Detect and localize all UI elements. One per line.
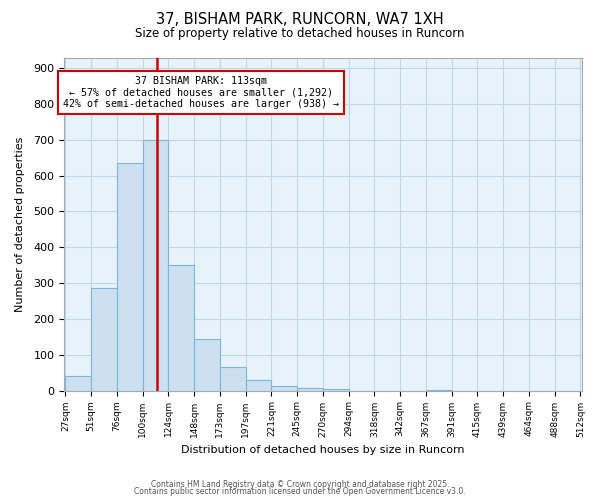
Bar [169,265,194,390]
Bar [117,163,143,390]
Bar [143,140,169,390]
Text: 37 BISHAM PARK: 113sqm
← 57% of detached houses are smaller (1,292)
42% of semi-: 37 BISHAM PARK: 113sqm ← 57% of detached… [64,76,340,109]
Text: 37, BISHAM PARK, RUNCORN, WA7 1XH: 37, BISHAM PARK, RUNCORN, WA7 1XH [156,12,444,28]
Bar [194,338,220,390]
Bar [91,288,117,390]
X-axis label: Distribution of detached houses by size in Runcorn: Distribution of detached houses by size … [181,445,464,455]
Bar [220,368,245,390]
Bar [323,389,349,390]
Y-axis label: Number of detached properties: Number of detached properties [15,136,25,312]
Bar [65,376,91,390]
Bar [271,386,297,390]
Bar [297,388,323,390]
Bar [245,380,271,390]
Text: Contains HM Land Registry data © Crown copyright and database right 2025.: Contains HM Land Registry data © Crown c… [151,480,449,489]
Text: Contains public sector information licensed under the Open Government Licence v3: Contains public sector information licen… [134,488,466,496]
Text: Size of property relative to detached houses in Runcorn: Size of property relative to detached ho… [135,28,465,40]
